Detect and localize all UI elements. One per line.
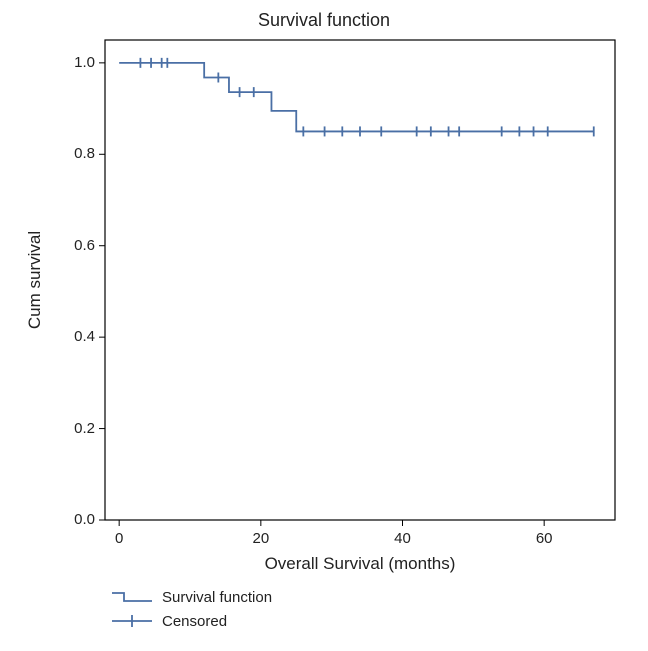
y-tick-label: 0.6 (55, 237, 95, 254)
figure-container: Survival function Cum survival Overall S… (0, 0, 648, 651)
legend-symbol-plus (110, 611, 154, 631)
y-tick-label: 1.0 (55, 54, 95, 71)
legend-item-survival: Survival function (110, 585, 272, 609)
legend-label-survival: Survival function (162, 589, 272, 606)
x-tick-label: 0 (104, 530, 134, 547)
plot-area (0, 0, 648, 651)
y-tick-label: 0.8 (55, 145, 95, 162)
y-tick-label: 0.4 (55, 328, 95, 345)
legend-item-censored: Censored (110, 609, 272, 633)
legend-label-censored: Censored (162, 613, 227, 630)
x-tick-label: 40 (388, 530, 418, 547)
legend-symbol-step (110, 587, 154, 607)
x-tick-label: 60 (529, 530, 559, 547)
y-tick-label: 0.0 (55, 511, 95, 528)
x-tick-label: 20 (246, 530, 276, 547)
y-tick-label: 0.2 (55, 420, 95, 437)
legend: Survival function Censored (110, 585, 272, 633)
